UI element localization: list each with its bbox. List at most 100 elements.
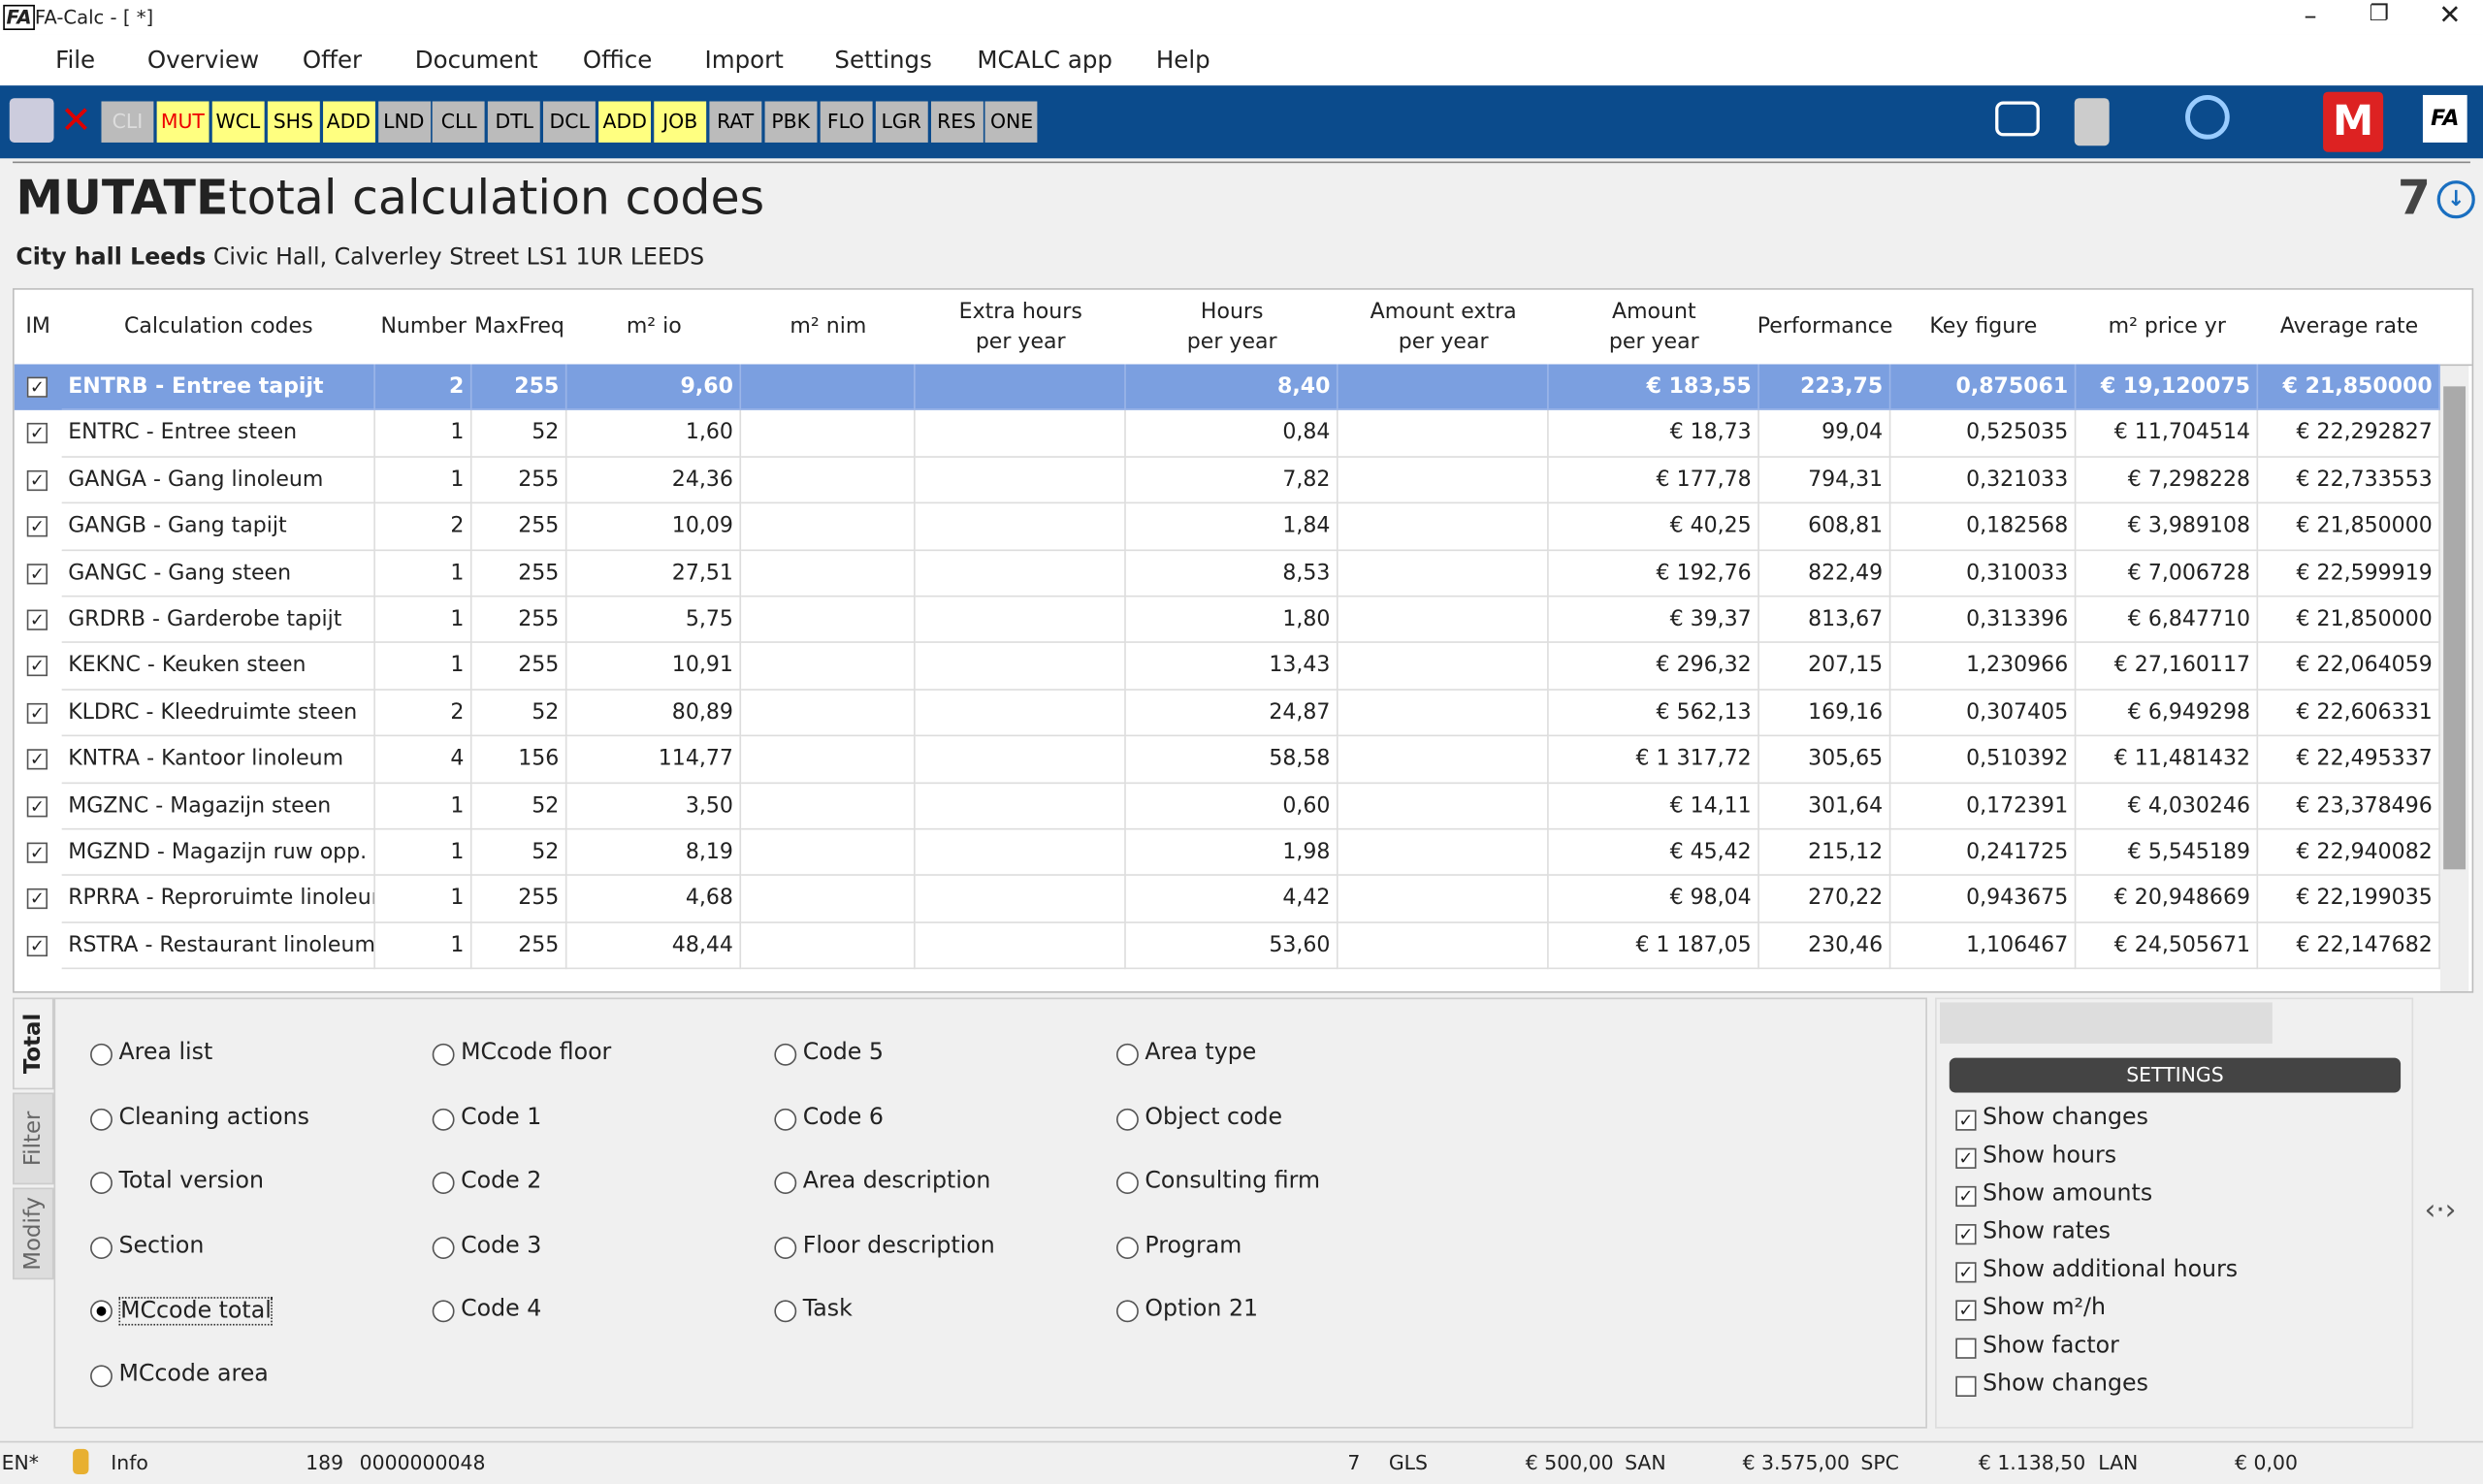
radio-label[interactable]: Option 21 <box>1145 1297 1259 1323</box>
toolbar-button[interactable]: MUT <box>156 101 210 143</box>
tab[interactable]: Total <box>13 997 54 1090</box>
settings-icons[interactable] <box>1939 1002 2273 1044</box>
table-row[interactable]: ✓ GANGA - Gang linoleum 1 255 24,36 7,82 € 177… <box>15 457 2440 504</box>
radio-button[interactable] <box>90 1172 113 1195</box>
radio-button[interactable] <box>432 1236 455 1259</box>
radio-label[interactable]: MCcode total <box>118 1297 274 1326</box>
menu-item[interactable]: Settings <box>834 46 932 75</box>
row-checkbox[interactable]: ✓ <box>26 935 48 956</box>
restore[interactable]: ❐ <box>2369 1 2389 27</box>
mcalc-logo[interactable]: M <box>2323 91 2384 152</box>
scrollbar[interactable] <box>2439 364 2469 992</box>
row-checkbox[interactable]: ✓ <box>26 749 48 770</box>
table-row[interactable]: ✓ KLDRC - Kleedruimte steen 2 52 80,89 24,87 €… <box>15 690 2440 737</box>
camera-icon[interactable] <box>1995 101 2040 137</box>
row-checkbox[interactable]: ✓ <box>26 423 48 444</box>
settings-label[interactable]: Show additional hours <box>1983 1257 2239 1283</box>
settings-checkbox[interactable]: ✓ <box>1955 1147 1977 1169</box>
settings-label[interactable]: Show m²/h <box>1983 1295 2107 1321</box>
radio-button[interactable] <box>1116 1108 1139 1130</box>
table-row[interactable]: ✓ ENTRB - Entree tapijt 2 255 9,60 8,40 € 183,… <box>14 364 2440 411</box>
radio-button[interactable] <box>90 1300 113 1323</box>
table-row[interactable]: ✓ ENTRC - Entree steen 1 52 1,60 0,84 € 18,73 9… <box>15 410 2440 458</box>
search-icon[interactable] <box>2185 94 2230 140</box>
toolbar-button[interactable]: DCL <box>543 101 597 143</box>
column-header[interactable]: Hours per year <box>1186 298 1277 354</box>
column-header[interactable]: Calculation codes <box>123 313 313 339</box>
toolbar-button[interactable]: CLL <box>433 101 486 143</box>
radio-label[interactable]: MCcode area <box>118 1361 269 1387</box>
settings-label[interactable]: Show amounts <box>1983 1180 2153 1208</box>
table-row[interactable]: ✓ RSTRA - Restaurant linoleum 1 255 48,44 53,… <box>15 922 2440 970</box>
row-checkbox[interactable]: ✓ <box>26 609 48 630</box>
row-checkbox[interactable]: ✓ <box>26 702 48 724</box>
settings-checkbox[interactable]: ✓ <box>1955 1185 1977 1208</box>
toolbar-button[interactable]: CLI <box>101 101 154 143</box>
toolbar-button[interactable]: RAT <box>709 101 762 143</box>
row-checkbox[interactable]: ✓ <box>26 376 48 398</box>
radio-label[interactable]: Program <box>1145 1233 1242 1259</box>
settings-checkbox[interactable]: ✓ <box>1955 1224 1977 1245</box>
settings-label[interactable]: Show changes <box>1983 1105 2148 1131</box>
radio-label[interactable]: Area list <box>118 1040 213 1066</box>
minimize[interactable]: – <box>2304 0 2317 31</box>
fa-logo[interactable]: FA <box>2422 94 2467 143</box>
menu-item[interactable]: Help <box>1155 46 1210 75</box>
scroll-thumb[interactable] <box>2443 386 2467 870</box>
column-header[interactable]: MaxFreq <box>474 313 564 339</box>
radio-button[interactable] <box>1116 1300 1139 1323</box>
menu-item[interactable]: Overview <box>146 46 260 75</box>
toolbar-button[interactable]: SHS <box>267 101 320 143</box>
radio-button[interactable] <box>432 1043 455 1066</box>
radio-button[interactable] <box>774 1300 797 1323</box>
radio-label[interactable]: Code 1 <box>461 1104 542 1130</box>
toolbar-button[interactable]: PBK <box>764 101 818 143</box>
radio-button[interactable] <box>432 1300 455 1323</box>
table-row[interactable]: ✓ GANGC - Gang steen 1 255 27,51 8,53 € 192,76… <box>15 550 2440 597</box>
toolbar-button[interactable]: ADD <box>598 101 652 143</box>
radio-label[interactable]: MCcode floor <box>461 1040 612 1066</box>
radio-label[interactable]: Code 3 <box>461 1233 542 1259</box>
table-row[interactable]: ✓ KNTRA - Kantoor linoleum 4 156 114,77 58,58… <box>15 736 2440 784</box>
row-checkbox[interactable]: ✓ <box>26 888 48 910</box>
row-checkbox[interactable]: ✓ <box>26 516 48 537</box>
toolbar-button[interactable]: ADD <box>322 101 375 143</box>
radio-button[interactable] <box>774 1236 797 1259</box>
menu-item[interactable]: Document <box>414 46 538 75</box>
delete-icon[interactable]: ✕ <box>60 98 92 143</box>
download-button[interactable]: ↓ <box>2436 180 2475 219</box>
radio-label[interactable]: Code 2 <box>461 1168 542 1195</box>
toolbar-button[interactable]: LND <box>377 101 431 143</box>
settings-checkbox[interactable] <box>1955 1375 1977 1397</box>
settings-checkbox[interactable]: ✓ <box>1955 1110 1977 1131</box>
radio-button[interactable] <box>90 1043 113 1066</box>
radio-label[interactable]: Consulting firm <box>1145 1168 1321 1195</box>
radio-button[interactable] <box>432 1172 455 1195</box>
radio-label[interactable]: Task <box>802 1297 853 1323</box>
toolbar-button[interactable]: FLO <box>820 101 873 143</box>
column-header[interactable]: m² io <box>626 313 682 339</box>
radio-button[interactable] <box>1116 1043 1139 1066</box>
radio-label[interactable]: Section <box>118 1233 205 1259</box>
print-icon[interactable] <box>9 98 54 143</box>
radio-button[interactable] <box>774 1108 797 1130</box>
radio-label[interactable]: Cleaning actions <box>118 1104 309 1130</box>
toolbar-button[interactable]: LGR <box>875 101 928 143</box>
menu-item[interactable]: Import <box>704 46 784 75</box>
column-header[interactable]: m² price yr <box>2108 313 2226 339</box>
settings-checkbox[interactable]: ✓ <box>1955 1300 1977 1321</box>
toolbar-button[interactable]: ONE <box>985 101 1039 143</box>
resize-handle[interactable]: ‹·› <box>2424 1194 2457 1228</box>
calculator-icon[interactable] <box>2074 98 2110 146</box>
radio-button[interactable] <box>1116 1172 1139 1195</box>
row-checkbox[interactable]: ✓ <box>26 563 48 584</box>
close[interactable]: ✕ <box>2438 0 2462 32</box>
radio-button[interactable] <box>1116 1236 1139 1259</box>
column-header[interactable]: m² nim <box>790 313 867 339</box>
row-checkbox[interactable]: ✓ <box>26 656 48 677</box>
toolbar-button[interactable]: RES <box>930 101 984 143</box>
menu-item[interactable]: Office <box>582 46 653 75</box>
radio-label[interactable]: Code 6 <box>802 1104 884 1130</box>
table-row[interactable]: ✓ RPRRA - Reproruimte linoleum 1 255 4,68 4,4… <box>15 876 2440 923</box>
settings-label[interactable]: Show hours <box>1983 1143 2117 1169</box>
